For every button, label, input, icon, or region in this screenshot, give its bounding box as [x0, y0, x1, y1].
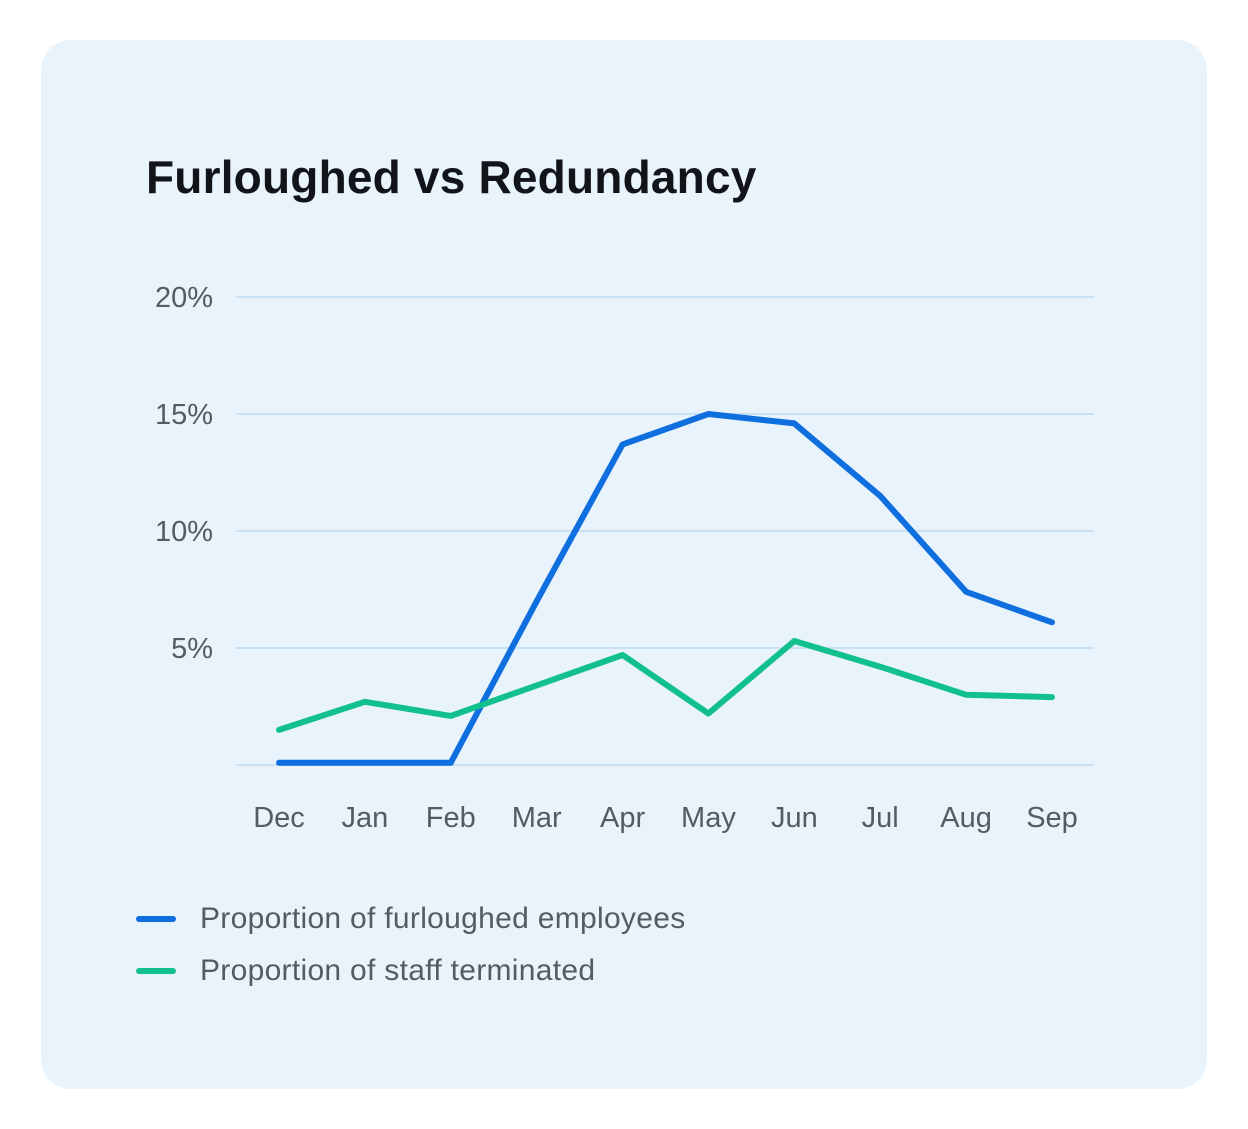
x-tick-label: Mar [512, 802, 562, 834]
x-tick-label: May [681, 802, 736, 834]
series-line-0 [276, 411, 1055, 766]
legend-label: Proportion of staff terminated [200, 954, 596, 987]
legend: Proportion of furloughed employees Propor… [136, 893, 686, 997]
y-tick-label: 5% [171, 633, 213, 665]
x-tick-label: Feb [426, 802, 476, 834]
legend-label: Proportion of furloughed employees [200, 902, 686, 935]
y-tick-label: 10% [155, 516, 213, 548]
legend-swatch [136, 968, 176, 974]
y-tick-label: 15% [155, 399, 213, 431]
series-line-1 [276, 638, 1055, 733]
x-tick-label: Jul [862, 802, 899, 834]
x-tick-label: Jan [342, 802, 389, 834]
y-tick-label: 20% [155, 282, 213, 314]
x-tick-label: Jun [771, 802, 818, 834]
x-tick-label: Apr [600, 802, 645, 834]
x-tick-label: Dec [253, 802, 305, 834]
legend-item: Proportion of furloughed employees [136, 893, 686, 945]
x-axis-ticks: Dec Jan Feb Mar Apr May Jun Jul Aug Sep [253, 802, 1078, 834]
x-tick-label: Aug [940, 802, 992, 834]
chart-card [41, 40, 1207, 1089]
legend-swatch [136, 916, 176, 922]
series-lines [276, 411, 1055, 766]
legend-item: Proportion of staff terminated [136, 945, 686, 997]
x-tick-label: Sep [1026, 802, 1078, 834]
chart-title: Furloughed vs Redundancy [146, 151, 757, 203]
y-axis-ticks: 5% 10% 15% 20% [155, 282, 213, 665]
